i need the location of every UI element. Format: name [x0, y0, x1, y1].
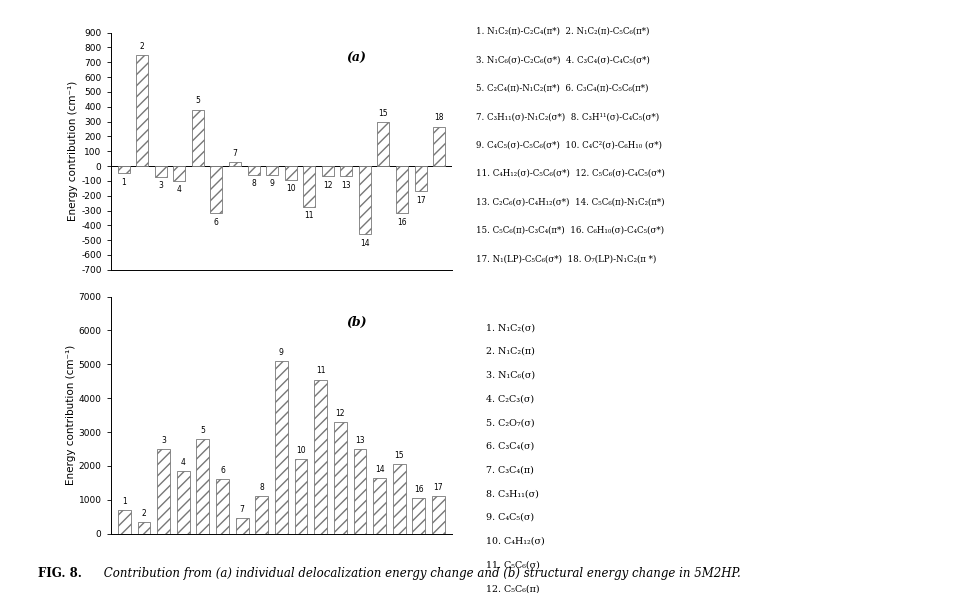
- Text: 15. C₅C₆(π)-C₃C₄(π*)  16. C₆H₁₀(σ)-C₄C₅(σ*): 15. C₅C₆(π)-C₃C₄(π*) 16. C₆H₁₀(σ)-C₄C₅(σ…: [476, 226, 664, 235]
- Text: 12. C₅C₆(π): 12. C₅C₆(π): [485, 584, 539, 593]
- Text: 9: 9: [279, 347, 283, 356]
- Text: 9: 9: [269, 179, 274, 188]
- Text: 5: 5: [195, 97, 200, 106]
- Text: 4. C₂C₃(σ): 4. C₂C₃(σ): [485, 394, 533, 403]
- Bar: [358, 166, 371, 234]
- Bar: [431, 496, 444, 534]
- Text: 4: 4: [177, 185, 182, 194]
- Bar: [284, 166, 296, 180]
- Bar: [266, 166, 278, 175]
- Text: 4: 4: [181, 458, 185, 467]
- Text: 3. N₁C₆(σ): 3. N₁C₆(σ): [485, 371, 534, 380]
- Y-axis label: Energy contribution (cm⁻¹): Energy contribution (cm⁻¹): [68, 81, 78, 221]
- Bar: [432, 127, 445, 166]
- Bar: [229, 162, 241, 166]
- Bar: [255, 496, 268, 534]
- Text: 5. C₂O₇(σ): 5. C₂O₇(σ): [485, 418, 534, 427]
- Bar: [340, 166, 352, 177]
- Bar: [210, 166, 222, 213]
- Text: 9. C₄C₅(σ): 9. C₄C₅(σ): [485, 513, 533, 522]
- Text: 11. C₄H₁₂(σ)-C₅C₆(σ*)  12. C₅C₆(σ)-C₄C₅(σ*): 11. C₄H₁₂(σ)-C₅C₆(σ*) 12. C₅C₆(σ)-C₄C₅(σ…: [476, 169, 664, 178]
- Text: 15: 15: [379, 109, 388, 118]
- Text: 1: 1: [121, 178, 126, 187]
- Bar: [136, 55, 148, 166]
- Text: 11: 11: [315, 366, 325, 375]
- Text: 1. N₁C₂(π)-C₂C₄(π*)  2. N₁C₂(π)-C₅C₆(π*): 1. N₁C₂(π)-C₂C₄(π*) 2. N₁C₂(π)-C₅C₆(π*): [476, 27, 649, 36]
- Text: (b): (b): [346, 315, 366, 329]
- Bar: [412, 498, 425, 534]
- Text: 10: 10: [296, 446, 306, 455]
- Text: 2. N₁C₂(π): 2. N₁C₂(π): [485, 347, 534, 356]
- Text: 17: 17: [433, 483, 443, 492]
- Bar: [177, 471, 189, 534]
- Text: 10: 10: [285, 184, 295, 193]
- Text: 18: 18: [434, 113, 443, 123]
- Bar: [247, 166, 259, 175]
- Text: 2: 2: [141, 509, 146, 518]
- Text: 15: 15: [394, 451, 404, 460]
- Text: (a): (a): [346, 52, 366, 65]
- Text: 1: 1: [122, 497, 127, 506]
- Bar: [117, 166, 130, 174]
- Text: FIG. 8.: FIG. 8.: [38, 567, 83, 580]
- Text: 11: 11: [305, 211, 313, 220]
- Y-axis label: Energy contribution (cm⁻¹): Energy contribution (cm⁻¹): [65, 345, 76, 485]
- Bar: [353, 449, 366, 534]
- Text: 13: 13: [355, 436, 364, 445]
- Text: 8. C₃H₁₁(σ): 8. C₃H₁₁(σ): [485, 489, 538, 498]
- Text: 1. N₁C₂(σ): 1. N₁C₂(σ): [485, 323, 534, 332]
- Bar: [333, 422, 346, 534]
- Bar: [303, 166, 315, 207]
- Text: Contribution from (a) individual delocalization energy change and (b) structural: Contribution from (a) individual delocal…: [100, 567, 740, 580]
- Text: 5: 5: [200, 426, 205, 435]
- Bar: [137, 522, 150, 534]
- Text: 16: 16: [397, 218, 407, 227]
- Text: 3: 3: [161, 436, 166, 445]
- Bar: [294, 459, 308, 534]
- Bar: [275, 361, 287, 534]
- Bar: [396, 166, 407, 213]
- Text: 17: 17: [415, 196, 425, 205]
- Text: 16: 16: [413, 485, 423, 494]
- Text: 14: 14: [375, 464, 384, 474]
- Text: 2: 2: [139, 42, 144, 50]
- Text: 6: 6: [220, 466, 225, 475]
- Bar: [157, 449, 170, 534]
- Bar: [321, 166, 333, 177]
- Bar: [392, 464, 406, 534]
- Bar: [173, 166, 185, 181]
- Text: 9. C₄C₅(σ)-C₅C₆(σ*)  10. C₄C²(σ)-C₆H₁₀ (σ*): 9. C₄C₅(σ)-C₅C₆(σ*) 10. C₄C²(σ)-C₆H₁₀ (σ…: [476, 141, 661, 149]
- Text: 7. C₃H₁₁(σ)-N₁C₂(σ*)  8. C₃H¹¹(σ)-C₄C₅(σ*): 7. C₃H₁₁(σ)-N₁C₂(σ*) 8. C₃H¹¹(σ)-C₄C₅(σ*…: [476, 112, 658, 121]
- Text: 13. C₂C₆(σ)-C₄H₁₂(σ*)  14. C₅C₆(π)-N₁C₂(π*): 13. C₂C₆(σ)-C₄H₁₂(σ*) 14. C₅C₆(π)-N₁C₂(π…: [476, 197, 664, 206]
- Text: 10. C₄H₁₂(σ): 10. C₄H₁₂(σ): [485, 537, 544, 546]
- Text: 7: 7: [233, 149, 237, 158]
- Text: 13: 13: [341, 181, 351, 190]
- Text: 3: 3: [159, 181, 163, 190]
- Text: 8: 8: [259, 483, 264, 492]
- Text: 5. C₂C₄(π)-N₁C₂(π*)  6. C₃C₄(π)-C₅C₆(π*): 5. C₂C₄(π)-N₁C₂(π*) 6. C₃C₄(π)-C₅C₆(π*): [476, 84, 648, 93]
- Text: 12: 12: [335, 409, 345, 417]
- Bar: [414, 166, 426, 191]
- Bar: [377, 122, 389, 166]
- Bar: [191, 110, 204, 166]
- Text: 6. C₃C₄(σ): 6. C₃C₄(σ): [485, 442, 533, 451]
- Bar: [196, 439, 209, 534]
- Text: 8: 8: [251, 179, 256, 188]
- Text: 12: 12: [323, 181, 333, 190]
- Bar: [216, 480, 229, 534]
- Text: 14: 14: [359, 238, 369, 247]
- Bar: [155, 166, 166, 177]
- Text: 7. C₃C₄(π): 7. C₃C₄(π): [485, 466, 533, 474]
- Text: 6: 6: [213, 218, 219, 227]
- Text: 7: 7: [239, 505, 244, 514]
- Text: 17. N₁(LP)-C₅C₆(σ*)  18. O₇(LP)-N₁C₂(π *): 17. N₁(LP)-C₅C₆(σ*) 18. O₇(LP)-N₁C₂(π *): [476, 254, 655, 263]
- Bar: [235, 518, 248, 534]
- Bar: [373, 478, 385, 534]
- Text: 3. N₁C₆(σ)-C₂C₆(σ*)  4. C₃C₄(σ)-C₄C₅(σ*): 3. N₁C₆(σ)-C₂C₆(σ*) 4. C₃C₄(σ)-C₄C₅(σ*): [476, 55, 650, 64]
- Bar: [118, 510, 131, 534]
- Text: 11. C₅C₆(σ): 11. C₅C₆(σ): [485, 560, 539, 569]
- Bar: [314, 380, 327, 534]
